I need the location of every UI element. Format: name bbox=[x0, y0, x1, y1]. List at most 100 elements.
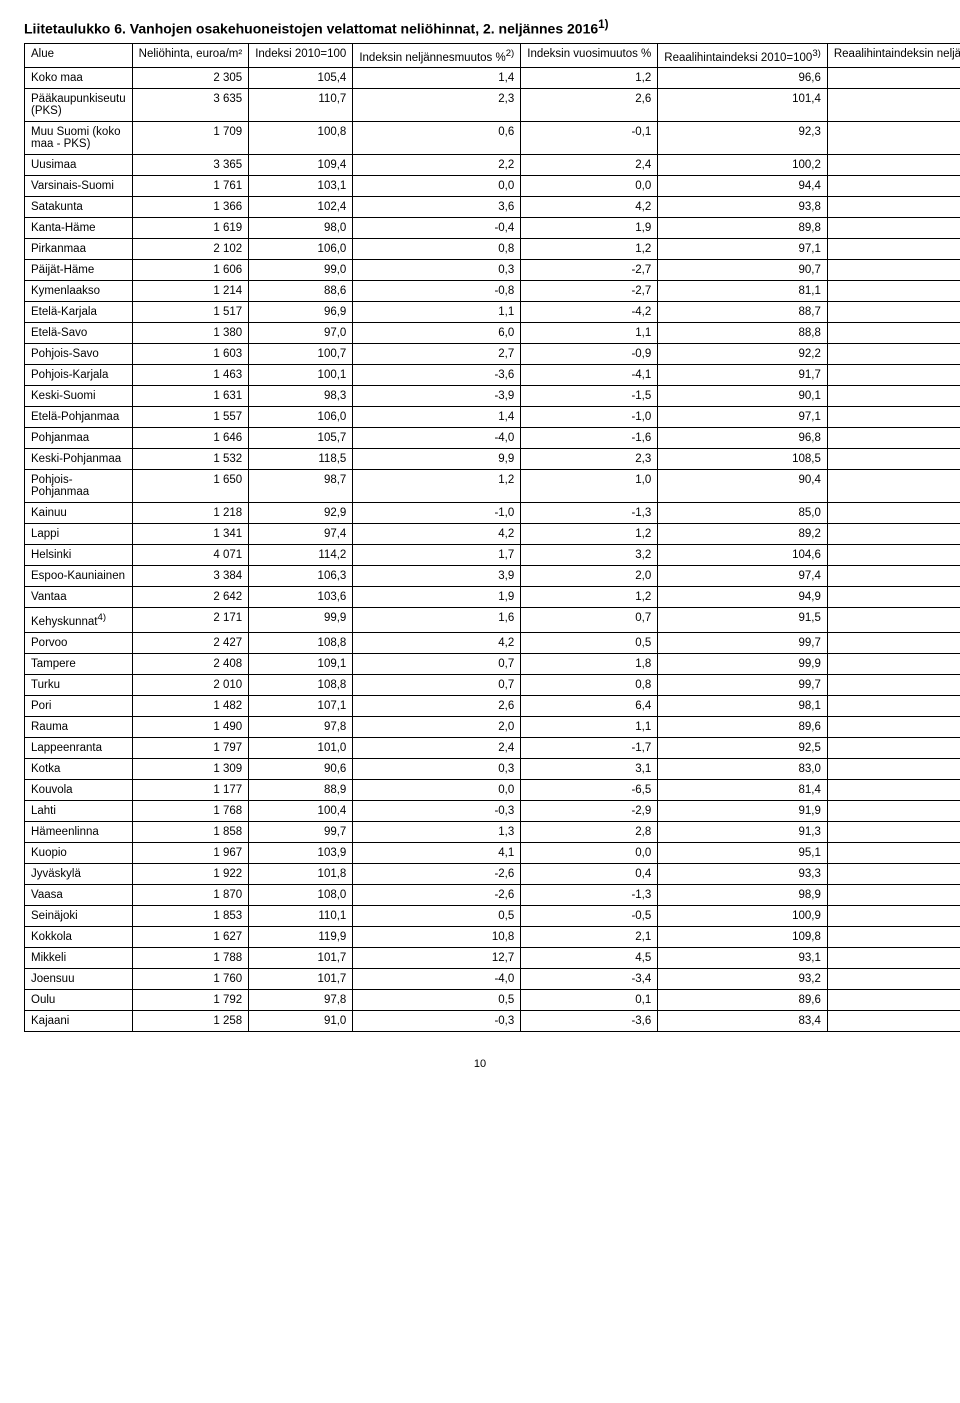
value-cell: 88,8 bbox=[658, 323, 828, 344]
value-cell: 3 384 bbox=[132, 566, 249, 587]
value-cell: 1 709 bbox=[132, 122, 249, 155]
value-cell: 1 341 bbox=[132, 524, 249, 545]
table-row: Pohjois-Savo1 603100,72,7-0,992,22,1-1,2 bbox=[25, 344, 960, 365]
value-cell: 1 922 bbox=[132, 864, 249, 885]
value-cell: 89,2 bbox=[658, 524, 828, 545]
value-cell: 1 760 bbox=[132, 969, 249, 990]
value-cell: 101,7 bbox=[249, 969, 353, 990]
value-cell: 2 305 bbox=[132, 68, 249, 89]
data-table: AlueNeliöhinta, euroa/m²Indeksi 2010=100… bbox=[24, 43, 960, 1033]
value-cell: 3,6 bbox=[827, 633, 960, 654]
value-cell: 1 258 bbox=[132, 1011, 249, 1032]
value-cell: -4,0 bbox=[353, 969, 521, 990]
area-cell: Kouvola bbox=[25, 780, 133, 801]
value-cell: 110,7 bbox=[249, 89, 353, 122]
value-cell: 3,1 bbox=[521, 759, 658, 780]
area-cell: Lappi bbox=[25, 524, 133, 545]
column-header: Indeksin vuosimuutos % bbox=[521, 43, 658, 68]
value-cell: 0,7 bbox=[353, 654, 521, 675]
value-cell: 1,2 bbox=[521, 239, 658, 260]
value-cell: 101,7 bbox=[249, 948, 353, 969]
value-cell: 1 482 bbox=[132, 696, 249, 717]
value-cell: 2 171 bbox=[132, 608, 249, 633]
area-cell: Vaasa bbox=[25, 885, 133, 906]
table-row: Pohjanmaa1 646105,7-4,0-1,696,8-4,6-1,9 bbox=[25, 428, 960, 449]
value-cell: 1,0 bbox=[827, 608, 960, 633]
value-cell: 0,5 bbox=[827, 302, 960, 323]
value-cell: 0,1 bbox=[827, 654, 960, 675]
value-cell: 2,7 bbox=[353, 344, 521, 365]
value-cell: 88,6 bbox=[249, 281, 353, 302]
value-cell: -2,6 bbox=[353, 864, 521, 885]
value-cell: -2,6 bbox=[353, 885, 521, 906]
value-cell: 0,0 bbox=[827, 990, 960, 1011]
value-cell: 99,9 bbox=[658, 654, 828, 675]
area-cell: Lappeenranta bbox=[25, 738, 133, 759]
value-cell: -1,4 bbox=[827, 281, 960, 302]
value-cell: 1 788 bbox=[132, 948, 249, 969]
table-row: Muu Suomi (koko maa - PKS)1 709100,80,6-… bbox=[25, 122, 960, 155]
value-cell: -3,1 bbox=[827, 885, 960, 906]
value-cell: 103,1 bbox=[249, 176, 353, 197]
table-row: Satakunta1 366102,43,64,293,83,03,8 bbox=[25, 197, 960, 218]
value-cell: 97,1 bbox=[658, 407, 828, 428]
table-row: Oulu1 79297,80,50,189,60,0-0,2 bbox=[25, 990, 960, 1011]
value-cell: 2,0 bbox=[521, 566, 658, 587]
value-cell: 1 768 bbox=[132, 801, 249, 822]
value-cell: 0,8 bbox=[827, 68, 960, 89]
value-cell: 96,9 bbox=[249, 302, 353, 323]
table-row: Hämeenlinna1 85899,71,32,891,30,72,5 bbox=[25, 822, 960, 843]
value-cell: 109,4 bbox=[249, 155, 353, 176]
value-cell: 0,3 bbox=[353, 759, 521, 780]
value-cell: 2,8 bbox=[521, 822, 658, 843]
value-cell: 6,4 bbox=[521, 696, 658, 717]
table-row: Lappi1 34197,44,21,289,23,60,9 bbox=[25, 524, 960, 545]
value-cell: 2,6 bbox=[521, 89, 658, 122]
table-row: Vaasa1 870108,0-2,6-1,398,9-3,1-1,7 bbox=[25, 885, 960, 906]
value-cell: 93,2 bbox=[658, 969, 828, 990]
value-cell: 2 427 bbox=[132, 633, 249, 654]
value-cell: 1,1 bbox=[353, 302, 521, 323]
value-cell: -0,3 bbox=[353, 801, 521, 822]
value-cell: -4,6 bbox=[827, 428, 960, 449]
table-row: Porvoo2 427108,84,20,599,73,60,2 bbox=[25, 633, 960, 654]
value-cell: 1 214 bbox=[132, 281, 249, 302]
value-cell: 0,2 bbox=[827, 239, 960, 260]
value-cell: 88,7 bbox=[658, 302, 828, 323]
value-cell: 1 177 bbox=[132, 780, 249, 801]
value-cell: 96,6 bbox=[658, 68, 828, 89]
value-cell: 89,6 bbox=[658, 990, 828, 1011]
area-cell: Mikkeli bbox=[25, 948, 133, 969]
value-cell: 2,6 bbox=[353, 696, 521, 717]
value-cell: 99,7 bbox=[658, 675, 828, 696]
value-cell: 1 619 bbox=[132, 218, 249, 239]
value-cell: 9,2 bbox=[827, 449, 960, 470]
value-cell: 3,6 bbox=[353, 197, 521, 218]
value-cell: 83,0 bbox=[658, 759, 828, 780]
value-cell: 1,3 bbox=[353, 822, 521, 843]
value-cell: -4,5 bbox=[827, 386, 960, 407]
value-cell: -0,4 bbox=[353, 218, 521, 239]
area-cell: Turku bbox=[25, 675, 133, 696]
value-cell: 105,7 bbox=[249, 428, 353, 449]
value-cell: 2,4 bbox=[521, 155, 658, 176]
value-cell: 2,1 bbox=[521, 927, 658, 948]
value-cell: 1 797 bbox=[132, 738, 249, 759]
value-cell: 1 606 bbox=[132, 260, 249, 281]
table-row: Kouvola1 17788,90,0-6,581,4-0,6-6,8 bbox=[25, 780, 960, 801]
value-cell: 0,1 bbox=[827, 675, 960, 696]
area-cell: Uusimaa bbox=[25, 155, 133, 176]
area-cell: Rauma bbox=[25, 717, 133, 738]
value-cell: 2,1 bbox=[827, 344, 960, 365]
column-header: Reaalihintaindeksin neljännesmuutos % bbox=[827, 43, 960, 68]
value-cell: 4,2 bbox=[521, 197, 658, 218]
value-cell: 3,5 bbox=[827, 843, 960, 864]
value-cell: -3,1 bbox=[827, 864, 960, 885]
value-cell: -3,6 bbox=[827, 1011, 960, 1032]
value-cell: 1,6 bbox=[353, 608, 521, 633]
value-cell: 88,9 bbox=[249, 780, 353, 801]
value-cell: 92,3 bbox=[658, 122, 828, 155]
value-cell: 1,0 bbox=[521, 470, 658, 503]
value-cell: 1 557 bbox=[132, 407, 249, 428]
value-cell: 0,7 bbox=[521, 608, 658, 633]
